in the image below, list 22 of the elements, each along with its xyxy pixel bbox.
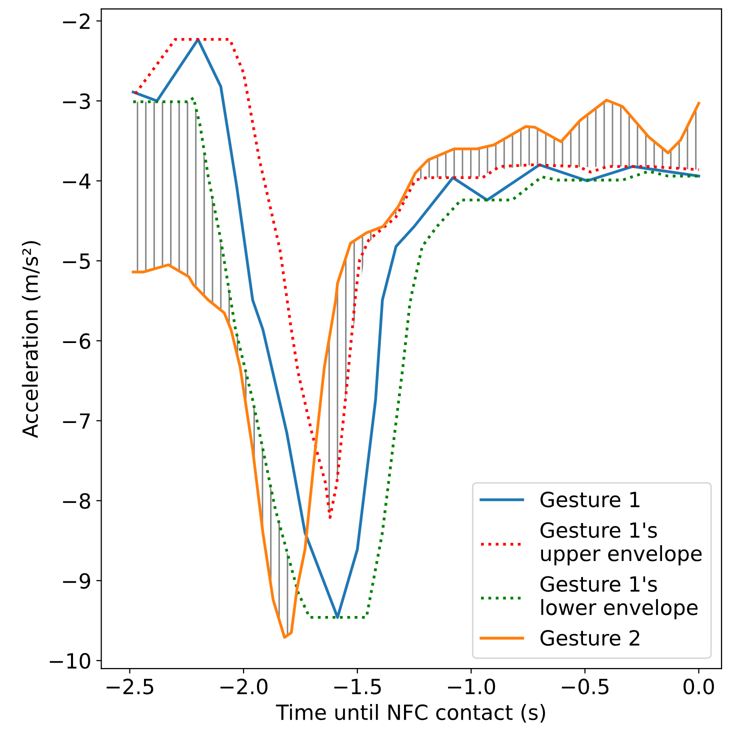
y-tick-label: −2 [63,13,90,29]
x-tick-label: −2.5 [106,678,154,694]
x-axis-title: Time until NFC contact (s) [276,704,546,723]
x-tick-label: −1.5 [334,678,381,694]
legend-label: Gesture 1 [540,492,640,508]
y-tick-label: −7 [63,413,90,429]
legend-label: Gesture 2 [540,630,640,646]
x-tick-label: −0.5 [562,678,608,694]
x-tick-label: 0.0 [684,678,714,694]
y-tick-label: −6 [63,333,90,349]
y-axis-title: Acceleration (m/s²) [22,241,40,438]
y-tick-label: −9 [63,573,90,589]
y-tick-label: −4 [63,174,90,189]
y-tick-label: −3 [63,93,90,110]
x-tick-label: −2.0 [220,678,268,694]
y-tick-label: −5 [63,254,90,270]
x-tick-label: −1.0 [448,678,496,694]
legend-label: Gesture 1's upper envelope [540,522,702,566]
line-series [134,38,700,519]
y-tick-label: −10 [50,653,90,669]
y-tick-label: −8 [63,493,90,509]
legend-label: Gesture 1's lower envelope [540,576,698,620]
